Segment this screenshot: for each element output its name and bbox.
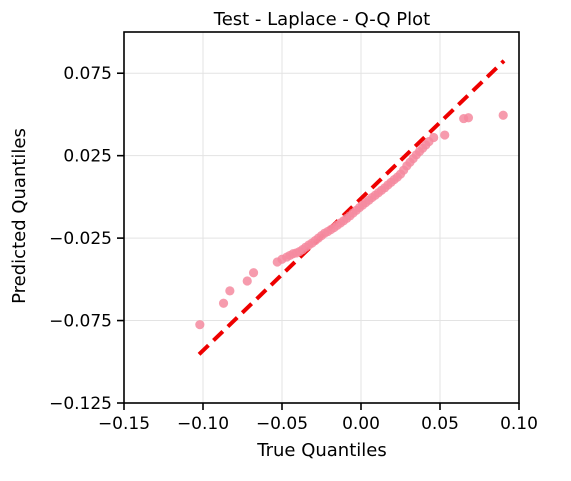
x-tick-label: −0.10: [177, 414, 229, 434]
data-point: [463, 113, 474, 123]
data-point: [225, 286, 235, 296]
data-points: [195, 110, 508, 330]
y-axis-ticks: −0.125 −0.075 −0.025 0.025 0.075: [49, 64, 124, 414]
x-tick-label: 0.00: [342, 414, 380, 434]
reference-line: [197, 59, 506, 356]
data-point: [248, 268, 259, 278]
y-tick-label: 0.075: [63, 64, 112, 84]
y-tick-label: −0.075: [49, 312, 112, 332]
data-point: [429, 132, 439, 143]
data-point: [498, 110, 508, 120]
data-point: [440, 130, 450, 140]
x-tick-label: 0.10: [500, 414, 538, 434]
gridlines: [123, 32, 520, 404]
y-tick-label: −0.125: [49, 394, 112, 414]
data-point: [218, 298, 229, 308]
x-tick-label: −0.15: [98, 414, 150, 434]
x-tick-label: 0.05: [421, 414, 459, 434]
y-tick-label: 0.025: [63, 147, 112, 167]
data-point: [242, 276, 252, 286]
x-axis-label: True Quantiles: [256, 440, 386, 461]
x-tick-label: −0.05: [256, 414, 308, 434]
x-axis-ticks: −0.15 −0.10 −0.05 0.00 0.05 0.10: [98, 403, 538, 434]
y-tick-label: −0.025: [49, 229, 112, 249]
data-point: [195, 320, 205, 330]
reference-line-group: [197, 59, 506, 356]
y-axis-label: Predicted Quantiles: [9, 128, 30, 304]
plot-frame: [123, 31, 520, 404]
chart-title: Test - Laplace - Q-Q Plot: [213, 9, 430, 30]
